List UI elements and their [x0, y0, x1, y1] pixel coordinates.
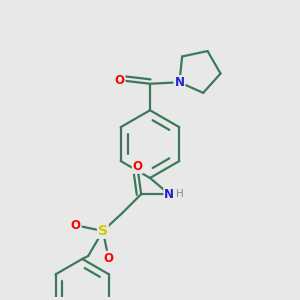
- Text: O: O: [71, 219, 81, 232]
- Text: N: N: [164, 188, 174, 201]
- Text: N: N: [174, 76, 184, 89]
- Text: N: N: [174, 76, 184, 89]
- Text: S: S: [98, 224, 108, 238]
- Text: O: O: [133, 160, 142, 173]
- Text: O: O: [104, 252, 114, 265]
- Text: O: O: [115, 74, 125, 87]
- Text: H: H: [176, 189, 184, 199]
